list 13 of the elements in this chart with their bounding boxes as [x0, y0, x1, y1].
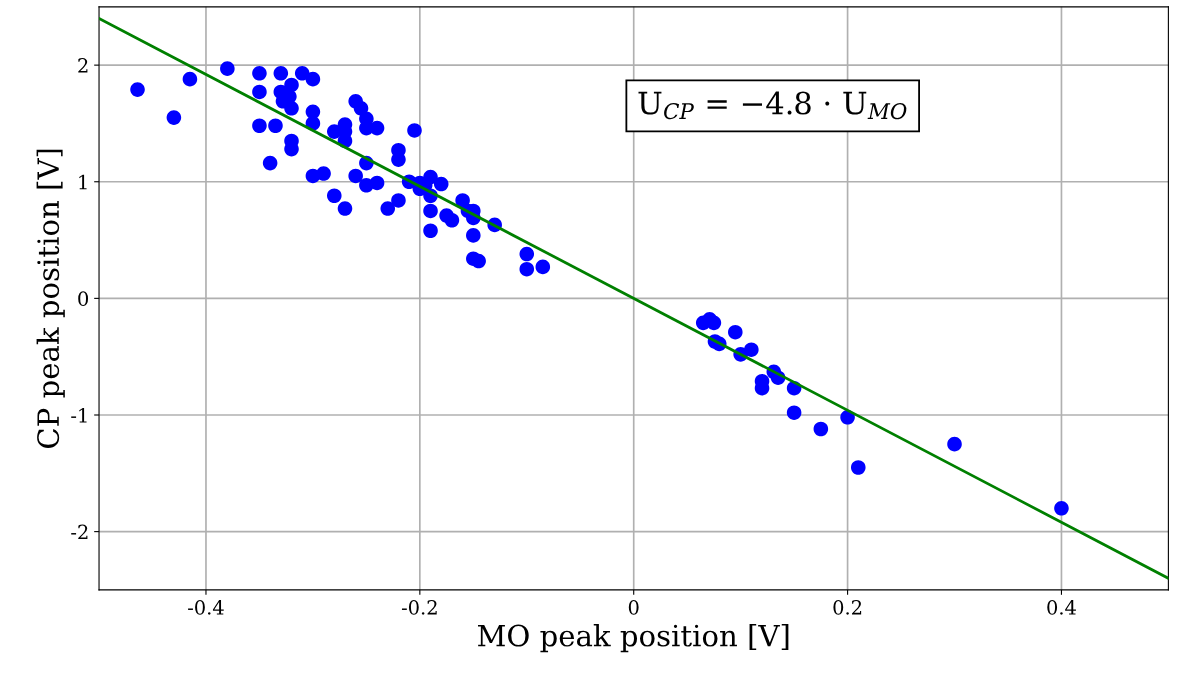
y-tick-label: -2 — [71, 524, 88, 540]
annotation: U$_{CP}$ = −4.8 · U$_{MO}$ — [638, 91, 907, 120]
x-axis-title: MO peak position [V] — [478, 624, 789, 653]
x-tick-label: 0.2 — [833, 600, 862, 615]
y-tick-label: -1 — [71, 407, 87, 423]
x-tick-label: -0.4 — [188, 600, 224, 615]
x-tick-label: 0.4 — [1047, 600, 1076, 615]
y-tick-label: 1 — [79, 174, 87, 190]
x-tick-label: 0 — [628, 600, 639, 615]
x-tick-label: -0.2 — [401, 600, 437, 615]
y-tick-label: 2 — [78, 58, 88, 73]
y-tick-label: 0 — [78, 291, 89, 307]
y-axis-title: CP peak position [V] — [36, 149, 65, 448]
